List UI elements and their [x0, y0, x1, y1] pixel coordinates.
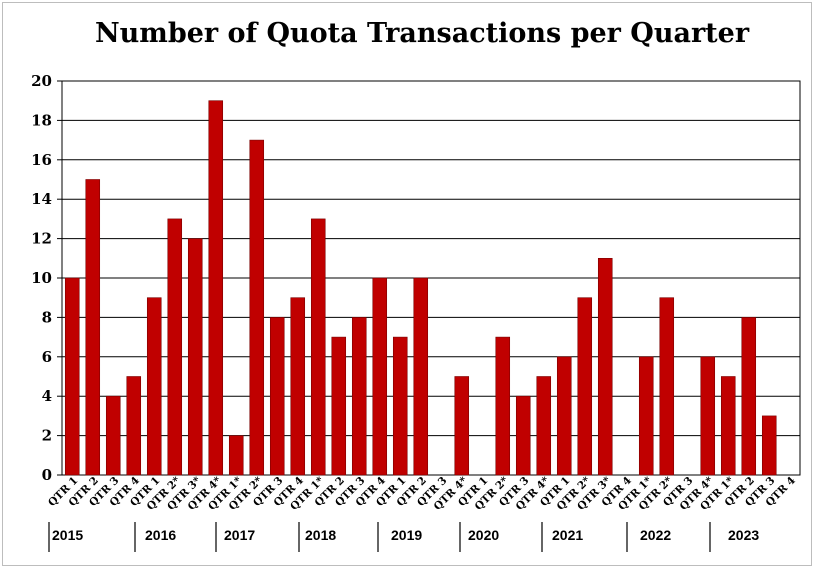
bar-29 — [659, 297, 675, 476]
bar-16 — [392, 336, 408, 476]
year-label-2021: 2021 — [552, 527, 583, 543]
y-tick-label-0: 0 — [42, 466, 52, 484]
bar-4 — [146, 297, 162, 476]
bar-22 — [515, 395, 531, 476]
bar-6 — [187, 238, 203, 476]
year-label-2023: 2023 — [728, 527, 759, 543]
bar-layer — [64, 100, 777, 476]
y-tick-label-6: 6 — [42, 348, 52, 366]
chart-title: Number of Quota Transactions per Quarter — [94, 18, 750, 49]
y-tick-label-12: 12 — [31, 230, 52, 248]
year-label-2022: 2022 — [640, 527, 671, 543]
bar-24 — [556, 356, 572, 476]
grid-layer — [61, 80, 801, 476]
y-tick-label-10: 10 — [31, 269, 52, 287]
bar-14 — [351, 317, 367, 476]
bar-15 — [372, 277, 388, 476]
bar-34 — [761, 415, 777, 476]
y-tick-label-14: 14 — [31, 190, 52, 208]
y-tick-label-2: 2 — [42, 427, 52, 445]
bar-9 — [249, 139, 265, 476]
bar-10 — [269, 317, 285, 476]
year-label-2020: 2020 — [468, 527, 499, 543]
year-label-2019: 2019 — [391, 527, 422, 543]
bar-28 — [638, 356, 654, 476]
bar-7 — [208, 100, 224, 476]
bar-32 — [720, 376, 736, 476]
year-label-2016: 2016 — [145, 527, 176, 543]
y-tick-label-16: 16 — [31, 151, 52, 169]
bar-5 — [167, 218, 183, 476]
bar-8 — [228, 435, 244, 476]
bar-26 — [597, 257, 613, 476]
bar-23 — [536, 376, 552, 476]
bar-25 — [577, 297, 593, 476]
bar-13 — [331, 336, 347, 476]
y-tick-label-18: 18 — [31, 111, 52, 129]
bar-17 — [413, 277, 429, 476]
year-label-2018: 2018 — [305, 527, 336, 543]
bar-31 — [700, 356, 716, 476]
bar-0 — [64, 277, 80, 476]
bar-21 — [495, 336, 511, 476]
y-tick-label-20: 20 — [31, 72, 52, 90]
bar-2 — [105, 395, 121, 476]
year-label-2015: 2015 — [52, 527, 83, 543]
bar-12 — [310, 218, 326, 476]
bar-1 — [85, 179, 101, 476]
bar-3 — [126, 376, 142, 476]
year-label-2017: 2017 — [224, 527, 255, 543]
bar-11 — [290, 297, 306, 476]
bar-19 — [454, 376, 470, 476]
axis-layer: 0 2 4 6 8 10 12 14 16 18 20 — [31, 72, 62, 484]
bar-33 — [741, 317, 757, 476]
y-tick-label-8: 8 — [42, 308, 52, 326]
y-tick-label-4: 4 — [42, 387, 52, 405]
